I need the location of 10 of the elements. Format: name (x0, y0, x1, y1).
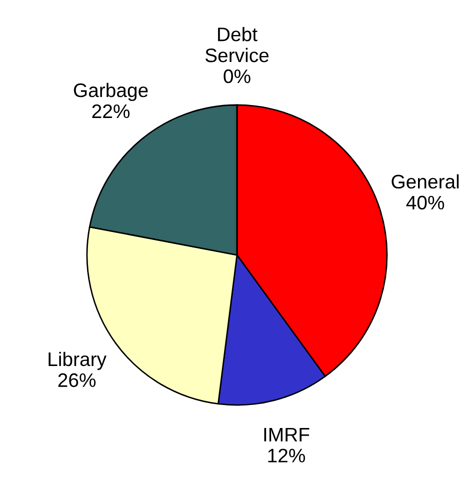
slice-label: Library (48, 352, 106, 370)
slice-label: General (392, 174, 459, 189)
category-label: Debt Service (205, 26, 269, 62)
data-label: 12% (268, 448, 306, 462)
slice-label: Garbage (74, 82, 148, 102)
data-label: 22% (92, 104, 130, 118)
data-label: 26% (58, 373, 96, 388)
text: 0% (224, 69, 250, 84)
slice-label: IMRF (264, 428, 310, 442)
data-label: 40% (406, 196, 444, 210)
